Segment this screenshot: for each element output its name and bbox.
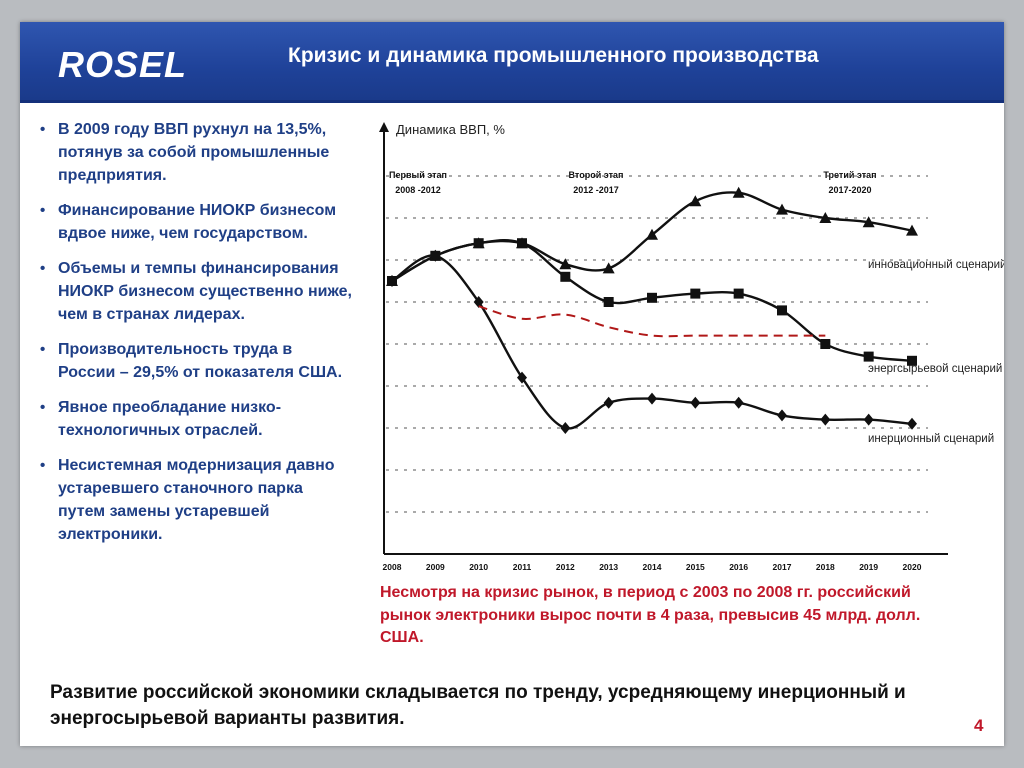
triangle-marker-icon	[646, 228, 658, 240]
triangle-marker-icon	[689, 195, 702, 207]
square-marker-icon	[777, 305, 787, 316]
triangle-marker-icon	[602, 262, 615, 274]
series-label-inertial: инерционный сценарий	[868, 433, 994, 445]
bullet-text: Производительность труда в России – 29,5…	[58, 341, 343, 381]
stage-2-label: Второй этап	[569, 170, 624, 180]
diamond-marker-icon	[863, 413, 874, 426]
diamond-marker-icon	[430, 249, 441, 262]
series-labels: инновационный сценарий энергсырьевой сце…	[868, 259, 1004, 445]
bullet-text: Финансирование НИОКР бизнесом вдвое ниже…	[58, 202, 337, 242]
electronics-market-note: Несмотря на кризис рынок, в период с 200…	[380, 584, 921, 646]
rosel-logo: ROSEL	[58, 44, 188, 85]
square-marker-icon	[907, 355, 917, 366]
bullet-text: В 2009 году ВВП рухнул на 13,5%, потянув…	[58, 121, 330, 184]
stage-3-label: Третий этап	[823, 170, 876, 180]
diamond-marker-icon	[473, 296, 484, 308]
x-tick-label: 2020	[903, 562, 922, 572]
bullet-item: • Объемы и темпы финансирования НИОКР биз…	[34, 257, 352, 326]
diamond-marker-icon	[733, 396, 744, 409]
header-bar: ROSEL Кризис и динамика промышленного пр…	[20, 22, 1004, 103]
square-marker-icon	[863, 351, 874, 362]
square-marker-icon	[603, 297, 614, 307]
bullet-dot-icon: •	[40, 457, 46, 474]
bullet-text: Явное преобладание низко-технологичных о…	[58, 399, 282, 439]
conclusion-text: Развитие российской экономики складывает…	[50, 682, 906, 729]
y-axis-arrow-icon	[379, 122, 389, 132]
bullet-dot-icon: •	[40, 202, 46, 219]
bullet-list: • В 2009 году ВВП рухнул на 13,5%, потяну…	[34, 118, 352, 558]
x-tick-label: 2009	[426, 562, 445, 572]
x-tick-label: 2012	[556, 562, 575, 572]
square-marker-icon	[647, 292, 657, 303]
slide-title: Кризис и динамика промышленного производ…	[288, 44, 819, 67]
diamond-marker-icon	[777, 409, 787, 422]
x-tick-label: 2016	[729, 562, 748, 572]
bullet-dot-icon: •	[40, 260, 46, 277]
x-tick-label: 2019	[859, 562, 878, 572]
x-tick-label: 2013	[599, 562, 618, 572]
square-marker-icon	[690, 288, 701, 299]
triangle-marker-icon	[906, 224, 918, 236]
x-tick-label: 2015	[686, 562, 705, 572]
square-marker-icon	[473, 238, 484, 249]
slide: ROSEL Кризис и динамика промышленного пр…	[20, 22, 1004, 746]
bullet-dot-icon: •	[40, 399, 46, 416]
triangle-marker-icon	[862, 216, 875, 228]
bullet-text: Несистемная модернизация давно устаревше…	[58, 457, 335, 543]
x-tick-labels: 2008 2009 2010 2011 2012 2013 2014 2015 2016 2017…	[383, 562, 922, 572]
diamond-marker-icon	[603, 396, 614, 409]
diamond-marker-icon	[907, 417, 917, 430]
x-tick-label: 2011	[513, 562, 532, 572]
chart-stage-labels: Первый этап 2008 -2012 Второй этап 2012 …	[389, 170, 877, 195]
series-label-innovation: инновационный сценарий	[868, 259, 1004, 271]
bullet-item: • Производительность труда в России – 29,…	[34, 338, 352, 384]
bullet-text: Объемы и темпы финансирования НИОКР бизн…	[58, 260, 352, 323]
stage-2-years: 2012 -2017	[573, 185, 619, 195]
bullet-item: • В 2009 году ВВП рухнул на 13,5%, потяну…	[34, 118, 352, 187]
chart-grid	[386, 175, 928, 513]
bullet-item: • Финансирование НИОКР бизнесом вдвое ниж…	[34, 199, 352, 245]
bullet-item: • Явное преобладание низко-технологичных …	[34, 396, 352, 442]
square-marker-icon	[517, 238, 527, 249]
stage-3-years: 2017-2020	[828, 185, 871, 195]
stage-1-label: Первый этап	[389, 170, 447, 180]
chart-title: Динамика ВВП, %	[396, 122, 505, 137]
diamond-marker-icon	[647, 392, 657, 405]
x-tick-label: 2014	[643, 562, 662, 572]
x-tick-label: 2008	[383, 562, 402, 572]
bullet-dot-icon: •	[40, 121, 46, 138]
diamond-marker-icon	[517, 371, 527, 384]
stage-1-years: 2008 -2012	[395, 185, 441, 195]
square-marker-icon	[820, 339, 831, 349]
x-tick-label: 2010	[469, 562, 488, 572]
series-line-3	[478, 305, 826, 338]
diamond-marker-icon	[820, 413, 831, 426]
triangle-marker-icon	[732, 186, 745, 198]
series-label-energy: энергсырьевой сценарий	[868, 363, 1002, 375]
x-tick-label: 2018	[816, 562, 835, 572]
bullet-item: • Несистемная модернизация давно устаревш…	[34, 454, 352, 546]
triangle-marker-icon	[559, 258, 572, 270]
page-number: 4	[974, 716, 984, 735]
square-marker-icon	[560, 271, 571, 282]
chart-axes	[379, 122, 948, 555]
diamond-marker-icon	[560, 422, 571, 434]
bullet-dot-icon: •	[40, 341, 46, 358]
gdp-line-chart: Динамика ВВП, % Первый этап 2008 -2012 В…	[379, 122, 1004, 572]
chart-series	[386, 186, 918, 434]
triangle-marker-icon	[819, 212, 832, 223]
square-marker-icon	[733, 288, 744, 299]
triangle-marker-icon	[776, 203, 788, 215]
diamond-marker-icon	[690, 396, 701, 409]
diamond-marker-icon	[387, 275, 397, 287]
x-tick-label: 2017	[773, 562, 792, 572]
